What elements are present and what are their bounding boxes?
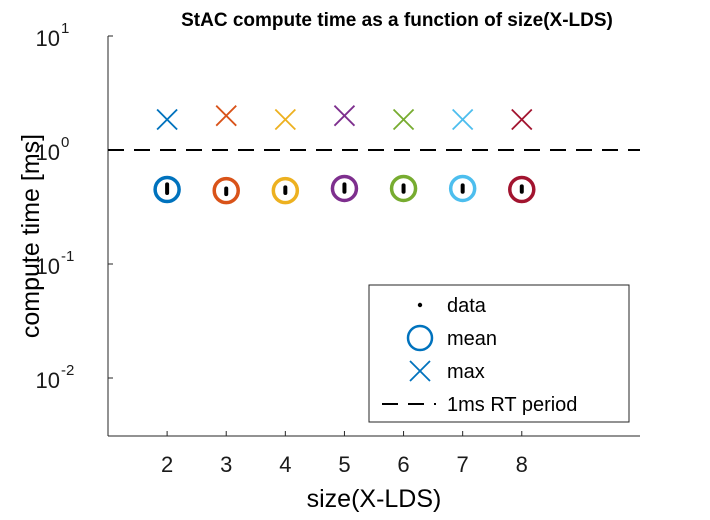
max-marker-stroke (392, 108, 415, 131)
legend-mean-icon (406, 324, 434, 352)
max-marker-stroke (333, 105, 356, 127)
mean-marker (508, 175, 536, 204)
max-marker (392, 108, 415, 131)
y-tick-exponent: -2 (61, 362, 74, 379)
max-marker (215, 105, 237, 127)
mean-marker (389, 174, 418, 203)
x-tick-label: 6 (397, 452, 409, 477)
data-marks-group (153, 105, 536, 205)
max-marker-stroke (274, 108, 296, 131)
legend-label: data (447, 295, 487, 317)
legend-label: max (447, 361, 485, 383)
max-marker-stroke (215, 105, 237, 127)
max-marker (274, 108, 296, 131)
mean-marker (212, 176, 240, 205)
max-marker-stroke (452, 108, 474, 131)
max-marker (452, 108, 474, 131)
mean-marker (330, 174, 359, 203)
x-axis-label: size(X-LDS) (307, 485, 442, 513)
y-tick-exponent: -1 (61, 248, 74, 265)
legend-label: 1ms RT period (447, 394, 577, 416)
legend-max-icon (409, 360, 431, 382)
mean-marker (271, 176, 300, 205)
chart-title: StAC compute time as a function of size(… (181, 10, 613, 31)
x-tick-label: 8 (516, 452, 528, 477)
legend-data-icon (417, 302, 423, 308)
y-tick-label: 10 (36, 26, 60, 51)
x-tick-label: 3 (220, 452, 232, 477)
legend-box (368, 284, 630, 423)
max-marker (511, 108, 533, 131)
max-marker-stroke (156, 108, 178, 131)
x-tick-label: 4 (279, 452, 291, 477)
mean-marker (448, 174, 477, 203)
legend: data mean max 1ms RT period (368, 284, 630, 423)
x-tick-label: 5 (338, 452, 350, 477)
legend-max-icon-stroke (409, 360, 431, 382)
y-tick-exponent: 0 (61, 134, 69, 151)
y-tick-label: 10 (36, 254, 60, 279)
y-axis-label: compute time [ms] (17, 134, 45, 338)
max-marker (333, 105, 356, 127)
max-marker-stroke (511, 108, 533, 131)
mean-marker (153, 175, 181, 204)
y-tick-exponent: 1 (61, 20, 69, 37)
legend-label: mean (447, 328, 497, 350)
y-tick-label: 10 (36, 368, 60, 393)
x-tick-label: 7 (457, 452, 469, 477)
y-tick-label: 10 (36, 140, 60, 165)
max-marker (156, 108, 178, 131)
x-tick-label: 2 (161, 452, 173, 477)
